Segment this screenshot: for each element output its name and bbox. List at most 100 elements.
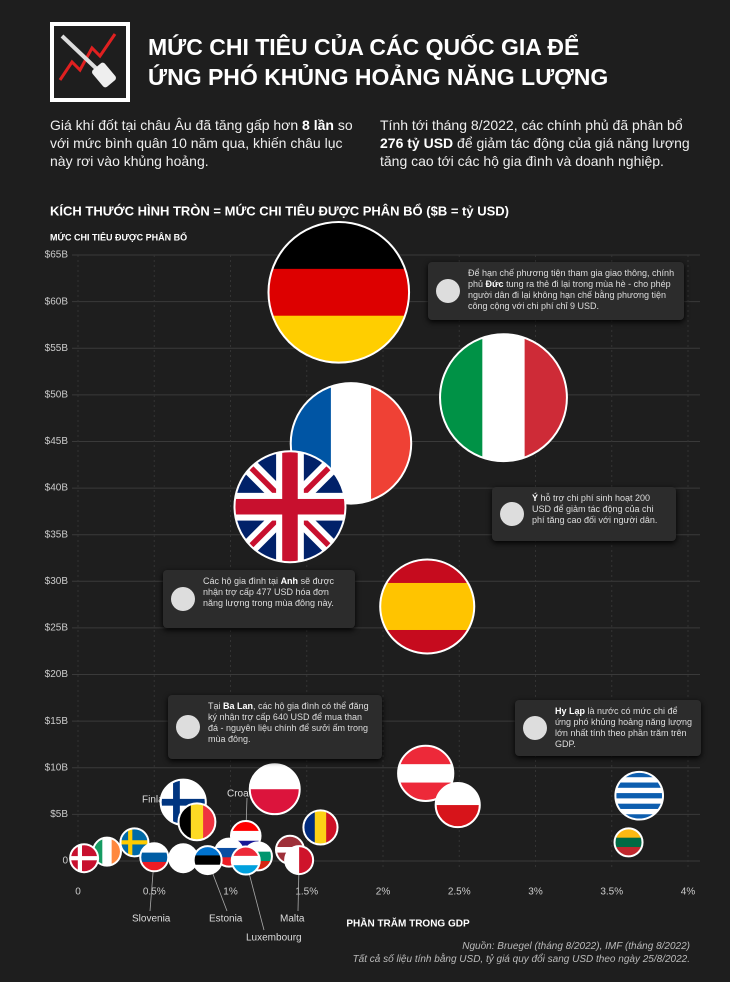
bubble (177, 802, 217, 842)
callout: Tại Ba Lan, các hộ gia đình có thể đăng … (168, 695, 382, 759)
flag-stripe (102, 837, 113, 866)
flag-stripe (615, 777, 664, 784)
callout: Hy Lạp là nước có mức chi để ứng phó khủ… (515, 700, 701, 756)
flag-stripe (268, 268, 410, 317)
icon (500, 502, 524, 526)
text-run: tung ra thẻ đi lại trong mùa hè - cho ph… (468, 279, 671, 311)
icon (176, 715, 200, 739)
y-tick-label: $5B (50, 809, 68, 820)
country-label: Estonia (209, 914, 243, 925)
flag-stripe (193, 855, 222, 866)
flag-stripe (380, 582, 475, 607)
flag-stripe (193, 846, 222, 856)
flag-stripe (614, 837, 643, 848)
text-run: sẽ được nhận trợ cấp 477 USD hóa đơn năn… (203, 576, 335, 608)
y-tick-label: $30B (45, 576, 69, 587)
bubble (69, 843, 100, 874)
flag-stripe (268, 315, 410, 363)
flag-stripe (435, 805, 480, 828)
text-run: Tính tới tháng 8/2022, các chính phủ đã … (380, 117, 683, 133)
x-tick-label: 1.5% (295, 887, 318, 898)
y-tick-label: $50B (45, 389, 69, 400)
grid (72, 254, 700, 869)
text-run: để giảm tác động của giá năng lượng tăng… (380, 135, 690, 169)
flag-stripe (615, 808, 664, 815)
text-run: Giá khí đốt tại châu Âu đã tăng gấp hơn (50, 117, 303, 133)
y-tick-label: $15B (45, 716, 69, 727)
flag-stripe (214, 857, 243, 867)
flag-stripe (299, 846, 314, 875)
text-run: hỗ trợ chi phí sinh hoạt 200 USD để giảm… (532, 493, 658, 525)
flag (380, 559, 475, 654)
y-tick-label: $20B (45, 669, 69, 680)
x-tick-label: 4% (681, 887, 696, 898)
bubble (267, 221, 411, 364)
flag-stripe (615, 782, 664, 789)
y-tick-label: $10B (45, 762, 69, 773)
x-tick-label: 3% (528, 887, 543, 898)
flag-stripe (615, 814, 664, 820)
flag-stripe (214, 847, 243, 858)
bubble (439, 333, 568, 463)
y-tick-label: $40B (45, 483, 69, 494)
flag (234, 451, 346, 563)
flag-stripe (230, 821, 261, 832)
icon (523, 716, 547, 740)
text-run: Các hộ gia đình tại (203, 576, 281, 586)
flag-stripe (92, 837, 103, 866)
bubble (302, 809, 339, 846)
text-run: 276 tỷ USD (380, 135, 454, 151)
flag-stripe (524, 334, 567, 462)
flag-stripe (380, 559, 475, 584)
flag-stripe (614, 828, 643, 839)
title-line: MỨC CHI TIÊU CỦA CÁC QUỐC GIA ĐỂ (148, 34, 580, 60)
text-run: Ý (532, 493, 539, 503)
flag-stripe (285, 846, 300, 875)
bubble (397, 744, 455, 802)
flag-stripe (615, 798, 664, 805)
flag (140, 843, 169, 872)
flag-stripe (398, 764, 454, 784)
flag-stripe (230, 830, 261, 842)
bubble (614, 770, 665, 821)
flag-stripe (193, 864, 222, 875)
country-label: Slovenia (132, 914, 171, 925)
y-axis-label: MỨC CHI TIÊU ĐƯỢC PHÂN BỔ (50, 231, 187, 242)
flag-stripe (231, 846, 260, 857)
bubble (119, 827, 150, 858)
bubble (434, 782, 481, 829)
flag-stripe (140, 852, 169, 863)
callout: Ý hỗ trợ chi phí sinh hoạt 200 USD để gi… (492, 487, 676, 541)
flag-cross (160, 798, 206, 806)
text-run: Ba Lan (223, 701, 254, 711)
flag-stripe (268, 222, 410, 270)
flag-stripe (231, 865, 260, 875)
icon (171, 587, 195, 611)
flag-stripe (111, 837, 121, 866)
bubble (284, 845, 315, 876)
bubble (192, 845, 223, 876)
flag (614, 828, 643, 857)
bubble (248, 763, 301, 816)
flag-stripe (303, 810, 316, 845)
flag-stripe (275, 835, 304, 842)
flag-stripe (440, 334, 483, 462)
flag-stripe (615, 771, 664, 778)
flag-stripe (380, 629, 475, 654)
x-tick-label: 3.5% (600, 887, 623, 898)
flag-stripe (190, 803, 204, 841)
flag-stripe (371, 383, 412, 504)
bubble (379, 558, 476, 655)
flag-stripe (314, 810, 327, 845)
x-axis-label: PHẦN TRĂM TRONG GDP (346, 917, 470, 930)
flag (285, 846, 314, 875)
flag (193, 846, 222, 875)
text-run: 8 lần (302, 117, 334, 133)
country-label: Croatia (227, 789, 260, 800)
flag-stripe (249, 789, 300, 815)
header-icon (50, 22, 130, 102)
title-line: ỨNG PHÓ KHỦNG HOẢNG NĂNG LƯỢNG (148, 64, 609, 90)
y-tick-label: 0 (62, 856, 68, 867)
